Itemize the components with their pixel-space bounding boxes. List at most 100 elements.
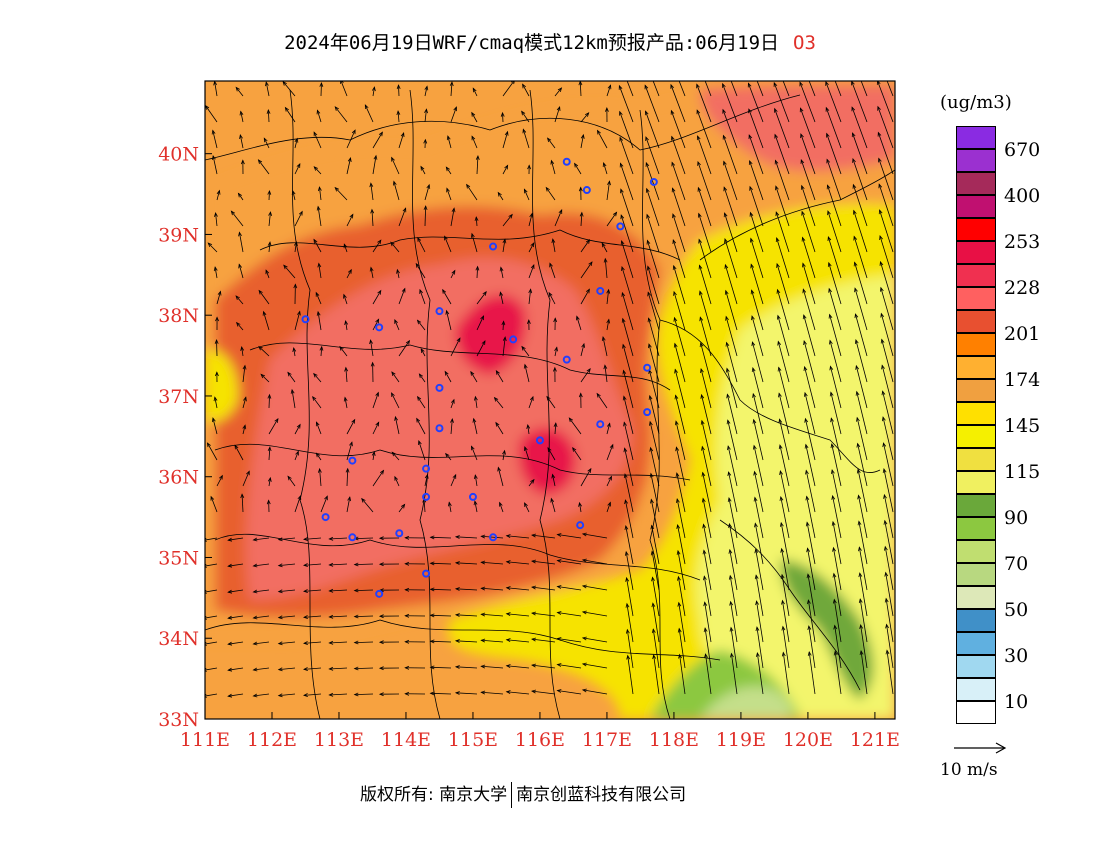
wind-arrow: [446, 187, 452, 201]
wind-arrow: [293, 283, 298, 305]
wind-arrow: [398, 132, 405, 149]
wind-arrow: [572, 446, 582, 461]
wind-arrow: [881, 364, 894, 409]
wind-arrow: [531, 533, 556, 539]
wind-arrow: [671, 161, 686, 201]
boundary-line: [409, 89, 441, 719]
wind-arrow: [476, 315, 484, 331]
station-marker: [375, 589, 384, 598]
wind-arrow: [581, 610, 608, 617]
wind-arrow: [860, 81, 868, 97]
wind-arrow: [328, 588, 348, 593]
wind-arrow: [580, 288, 590, 305]
wind-arrow: [343, 396, 348, 409]
wind-arrow: [267, 446, 272, 461]
wind-arrow: [751, 341, 764, 383]
wind-arrow: [328, 640, 348, 645]
wind-arrow: [701, 445, 712, 487]
wind-arrow: [553, 317, 558, 331]
wind-arrow: [781, 651, 790, 695]
wind-arrow: [623, 473, 634, 513]
wind-arrow: [521, 345, 530, 357]
wind-arrow: [521, 110, 530, 123]
lat-tick-label: 35N: [158, 547, 199, 569]
title-text: 2024年06月19日WRF/cmaq模式12km预报产品:06月19日: [284, 32, 780, 54]
wind-arrow: [317, 186, 322, 201]
legend-swatch: [956, 632, 996, 655]
wind-arrow: [620, 240, 634, 279]
wind-arrow: [726, 393, 738, 435]
station-marker: [643, 363, 652, 372]
station-marker: [576, 521, 585, 530]
wind-arrow: [215, 316, 219, 331]
wind-arrow: [800, 133, 816, 175]
wind-arrow: [697, 160, 712, 201]
wind-arrow: [782, 81, 790, 97]
wind-arrow: [404, 587, 426, 592]
wind-arrow: [807, 599, 816, 643]
wind-arrow: [830, 469, 842, 513]
wind-arrow: [252, 693, 270, 698]
wind-arrow: [471, 232, 478, 253]
wind-arrow: [392, 180, 400, 201]
wind-arrow: [832, 598, 842, 643]
legend-swatch: [956, 287, 996, 310]
wind-arrow: [471, 111, 478, 123]
wind-arrow: [294, 310, 301, 331]
station-marker: [348, 533, 357, 542]
wind-arrow: [499, 266, 504, 279]
lat-tick-label: 34N: [158, 628, 199, 650]
wind-arrow: [287, 371, 296, 383]
wind-arrow: [420, 348, 426, 357]
wind-arrow: [227, 667, 244, 672]
wind-arrow: [832, 546, 842, 591]
wind-arrow: [750, 289, 764, 331]
wind-arrow: [315, 291, 322, 305]
wind-arrow: [827, 236, 842, 279]
wind-arrow: [696, 135, 712, 175]
wind-arrow: [266, 109, 271, 123]
coastline: [659, 319, 881, 473]
wind-arrow: [802, 314, 816, 357]
wind-arrow: [303, 693, 322, 697]
wind-arrow: [339, 345, 348, 357]
wind-arrow: [450, 106, 458, 123]
wind-arrow: [778, 444, 790, 487]
wind-arrow: [728, 574, 738, 617]
wind-arrow: [882, 442, 894, 487]
wind-arrow: [804, 417, 816, 461]
wind-arrow: [754, 574, 764, 617]
wind-arrow: [703, 601, 712, 643]
wind-arrow: [238, 231, 244, 253]
wind-arrow: [277, 641, 296, 646]
high-ozone-zone: [246, 258, 632, 600]
wind-arrow: [523, 363, 530, 383]
wind-arrow: [699, 290, 712, 331]
wind-arrow: [449, 81, 454, 97]
wind-arrow: [472, 417, 478, 435]
wind-arrow: [884, 571, 894, 617]
longitude-ticks: 111E 112E 113E 114E 115E 116E 117E 118E 119E 120E…: [180, 712, 900, 751]
wind-arrow: [857, 494, 868, 539]
wind-arrow: [854, 287, 868, 331]
wind-arrow: [317, 467, 322, 487]
lon-tick-label: 121E: [850, 729, 900, 751]
lon-tick-label: 114E: [381, 729, 431, 751]
wind-arrow: [580, 367, 591, 383]
wind-arrow: [858, 572, 868, 617]
wind-arrow: [754, 522, 764, 565]
wind-arrow: [528, 288, 533, 305]
wind-arrow: [419, 288, 426, 305]
boundary-line: [214, 533, 701, 581]
wind-arrow: [703, 627, 712, 669]
station-marker: [562, 157, 571, 166]
boundary-line: [289, 89, 321, 719]
wind-arrow: [574, 162, 582, 175]
wind-arrow: [268, 211, 273, 227]
wind-arrow: [227, 615, 244, 620]
wind-arrow: [626, 654, 634, 695]
legend-swatch: [956, 356, 996, 379]
wind-arrow: [417, 395, 426, 409]
wind-arrow: [353, 640, 374, 645]
wind-arrow: [424, 183, 431, 201]
